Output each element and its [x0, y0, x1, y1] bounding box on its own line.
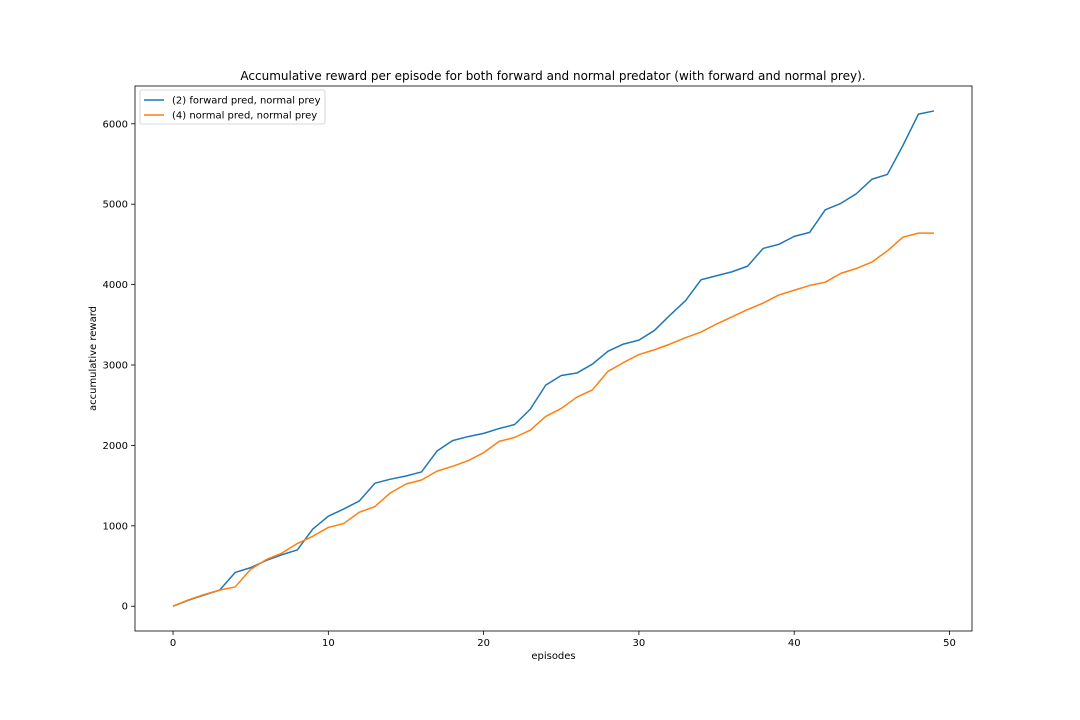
- y-axis: 0 1000 2000 3000 4000 5000 6000: [103, 119, 135, 613]
- y-tick-label: 6000: [103, 119, 128, 130]
- y-tick-label: 0: [122, 602, 128, 613]
- plot-area: [172, 110, 935, 607]
- y-tick-label: 2000: [103, 441, 128, 452]
- y-tick-label: 4000: [103, 280, 128, 291]
- x-axis: 0 10 20 30 40 50: [170, 631, 956, 649]
- y-tick-label: 5000: [103, 200, 128, 211]
- x-tick-label: 10: [322, 638, 335, 649]
- y-axis-label: accumulative reward: [88, 306, 99, 411]
- x-tick-label: 50: [943, 638, 956, 649]
- x-tick-label: 20: [477, 638, 490, 649]
- chart-title: Accumulative reward per episode for both…: [240, 69, 865, 83]
- legend-box: [139, 89, 326, 125]
- x-tick-label: 40: [788, 638, 801, 649]
- legend-label: (2) forward pred, normal prey: [172, 96, 321, 107]
- plot-frame: [134, 85, 973, 632]
- x-axis-label: episodes: [531, 651, 575, 662]
- series-line-1: [172, 110, 935, 607]
- y-tick-label: 3000: [103, 361, 128, 372]
- legend: (2) forward pred, normal prey (4) normal …: [139, 89, 326, 125]
- x-tick-label: 30: [633, 638, 646, 649]
- y-tick-label: 1000: [103, 521, 128, 532]
- x-tick-label: 0: [170, 638, 176, 649]
- series-line-2: [172, 232, 934, 607]
- legend-label: (4) normal pred, normal prey: [172, 111, 317, 122]
